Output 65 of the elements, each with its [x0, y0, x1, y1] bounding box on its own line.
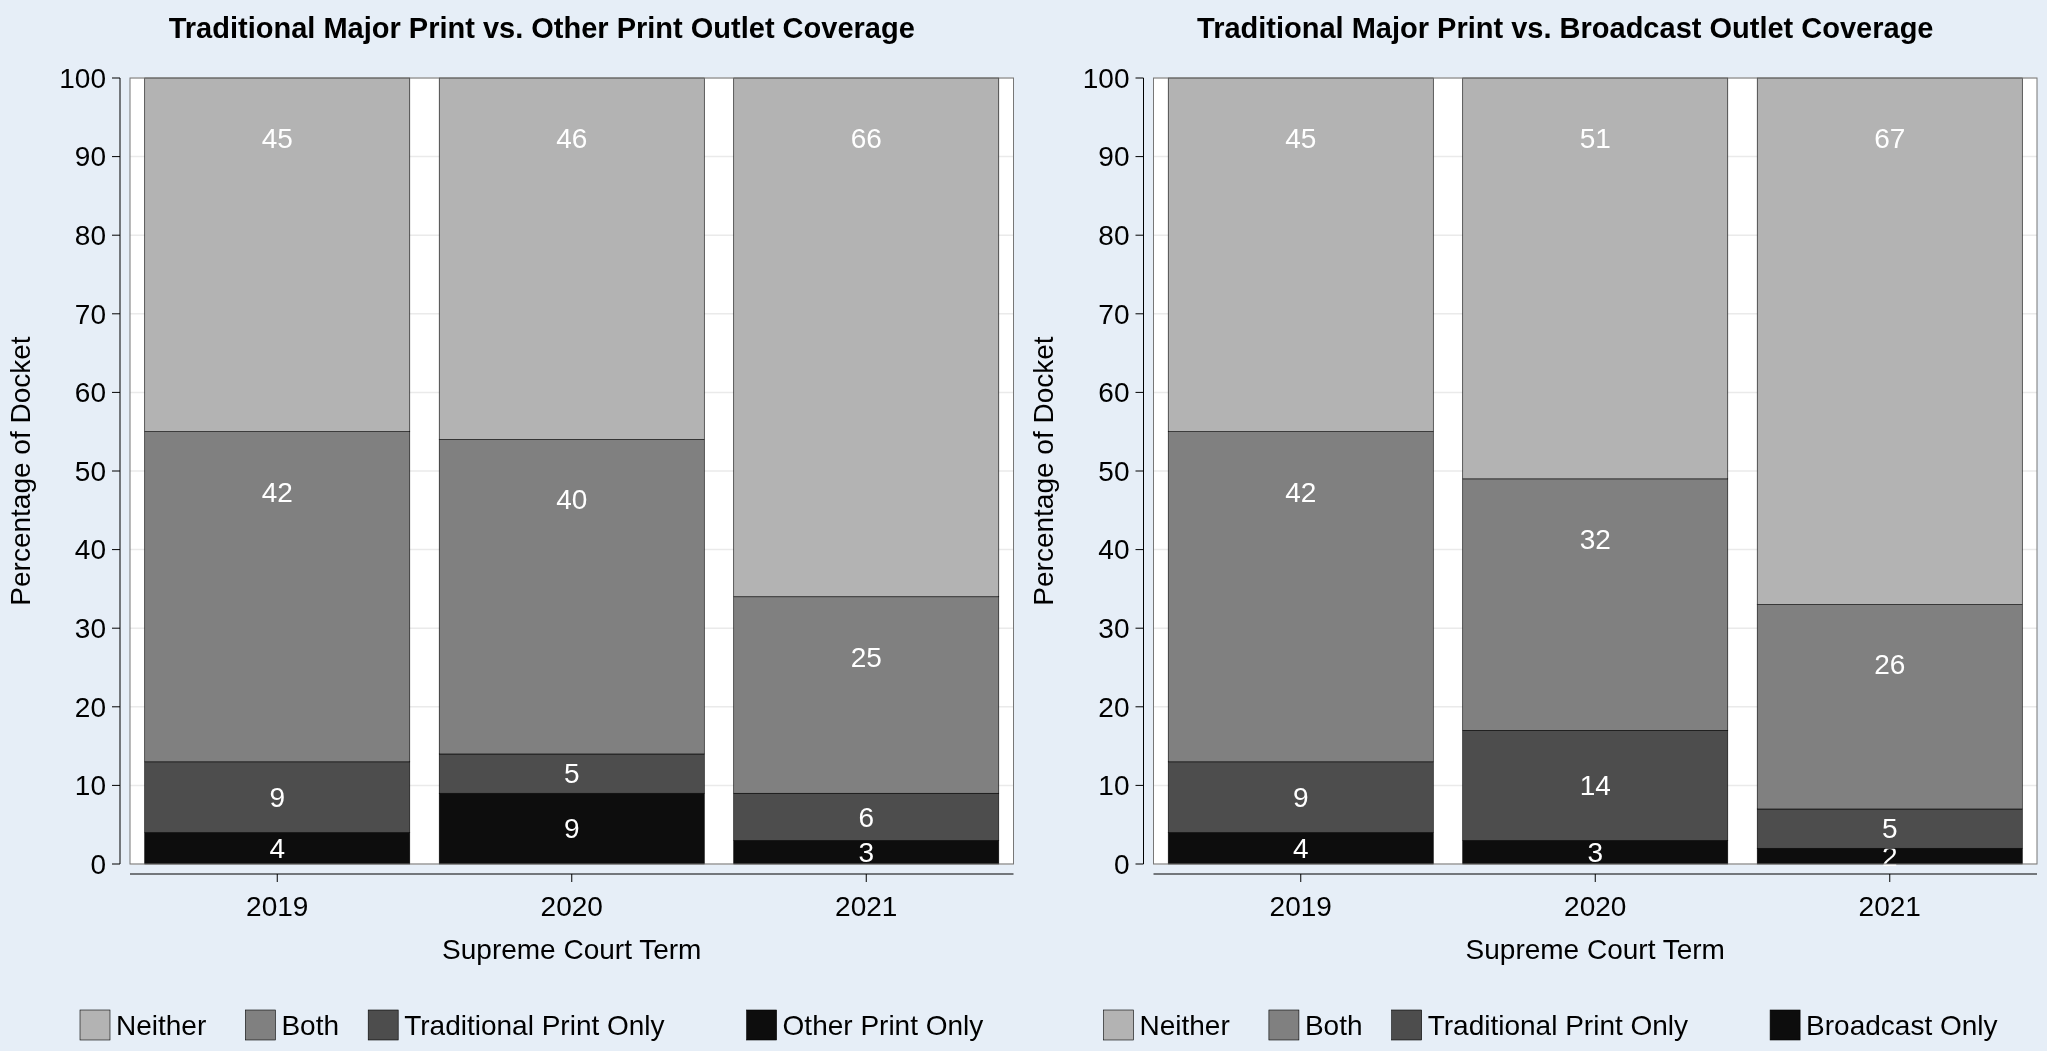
y-tick-label: 40 [74, 534, 106, 566]
data-label: 67 [1874, 122, 1906, 154]
data-label: 25 [850, 641, 882, 673]
y-tick-label: 20 [74, 691, 106, 723]
chart-title: Traditional Major Print vs. Broadcast Outlet Coverage [1197, 12, 1934, 44]
y-tick-label: 50 [1098, 455, 1130, 487]
y-tick-label: 60 [1098, 377, 1130, 409]
data-label: 9 [563, 813, 580, 845]
y-tick-label: 40 [1098, 534, 1130, 566]
y-tick-label: 80 [74, 220, 106, 251]
y-tick-label: 80 [1098, 220, 1130, 251]
data-label: 4 [1292, 833, 1309, 865]
data-label: 51 [1579, 122, 1611, 154]
y-tick-label: 100 [59, 62, 106, 94]
data-label: 14 [1579, 770, 1611, 802]
legend-label: Broadcast Only [1806, 1009, 1998, 1041]
data-label: 66 [850, 122, 882, 154]
data-label: 5 [563, 758, 580, 790]
legend-label: Neither [116, 1009, 207, 1041]
y-tick-label: 70 [1098, 298, 1130, 330]
y-tick-label: 10 [1098, 770, 1130, 802]
y-tick-label: 30 [74, 613, 106, 644]
data-label: 9 [1292, 781, 1309, 813]
data-label: 4 [269, 833, 286, 865]
data-label: 40 [556, 484, 588, 516]
data-label: 32 [1579, 523, 1611, 555]
data-label: 5 [1881, 813, 1898, 845]
data-label: 26 [1874, 649, 1906, 681]
legend-label: Other Print Only [782, 1009, 984, 1041]
chart-title: Traditional Major Print vs. Other Print Outlet Coverage [168, 12, 915, 44]
legend-label: Both [1304, 1009, 1363, 1041]
data-label: 6 [858, 801, 875, 833]
y-axis-title: Percentage of Docket [4, 336, 36, 606]
y-axis-title: Percentage of Docket [1028, 336, 1060, 606]
x-tick-label: 2021 [835, 890, 898, 922]
legend-label: Traditional Print Only [1427, 1009, 1689, 1041]
y-tick-label: 60 [74, 377, 106, 409]
legend-label: Both [281, 1009, 340, 1041]
y-tick-label: 30 [1098, 613, 1130, 644]
data-label: 42 [261, 476, 293, 508]
y-tick-label: 0 [1113, 848, 1130, 880]
data-label: 46 [556, 122, 588, 154]
legend-label: Traditional Print Only [404, 1009, 665, 1041]
x-tick-label: 2020 [1564, 890, 1627, 922]
y-tick-label: 100 [1082, 62, 1130, 94]
y-tick-label: 90 [74, 141, 106, 173]
y-tick-label: 90 [1098, 141, 1130, 173]
y-tick-label: 10 [74, 770, 106, 802]
data-label: 45 [1285, 122, 1317, 154]
y-tick-label: 0 [90, 848, 106, 880]
x-axis-title: Supreme Court Term [1465, 933, 1725, 965]
data-label: 42 [1285, 476, 1317, 508]
y-tick-label: 70 [74, 298, 106, 330]
data-label: 9 [269, 781, 286, 813]
x-axis-title: Supreme Court Term [442, 933, 702, 965]
x-tick-label: 2020 [540, 890, 603, 922]
x-tick-label: 2019 [1269, 890, 1332, 922]
y-tick-label: 50 [74, 455, 106, 487]
legend-label: Neither [1139, 1009, 1230, 1041]
data-label: 45 [261, 122, 293, 154]
x-tick-label: 2019 [246, 890, 309, 922]
data-label: 3 [1587, 837, 1604, 869]
x-tick-label: 2021 [1858, 890, 1921, 922]
y-tick-label: 20 [1098, 691, 1130, 723]
data-label: 3 [858, 837, 875, 869]
